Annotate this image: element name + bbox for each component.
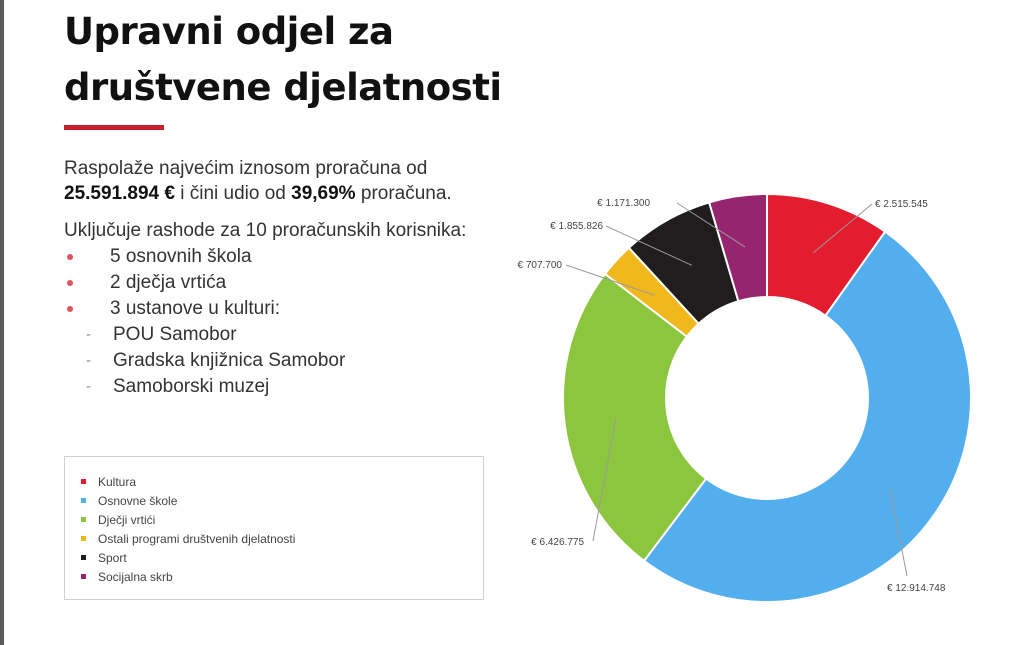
legend-label-kultura: Kultura bbox=[98, 474, 137, 489]
leader-line-sport bbox=[605, 225, 693, 266]
intro-amount: 25.591.894 € bbox=[64, 183, 175, 204]
legend-swatch-kultura bbox=[81, 479, 86, 484]
donut-slice-osnovne-skole bbox=[642, 230, 972, 603]
leader-line-osnovne-skole bbox=[889, 488, 908, 577]
donut-slice-djecji-vrtici bbox=[562, 272, 708, 563]
legend-swatch-osnovne-skole bbox=[81, 498, 86, 503]
left-edge-bar bbox=[0, 0, 4, 645]
intro-mid: i čini udio od bbox=[174, 183, 292, 204]
leader-line-ostali-programi bbox=[565, 264, 655, 296]
intro-share: 39,69% bbox=[291, 183, 356, 204]
list-item: 3 ustanove u kulturi: bbox=[64, 296, 524, 322]
title-underline bbox=[64, 125, 164, 130]
legend-label-osnovne-skole: Osnovne škole bbox=[98, 493, 178, 508]
legend-item-djecji-vrtici: Dječji vrtići bbox=[81, 510, 483, 529]
title-line-2: društvene djelatnosti bbox=[64, 66, 502, 109]
chart-legend: Kultura Osnovne škole Dječji vrtići Osta… bbox=[64, 456, 484, 600]
leader-line-kultura bbox=[813, 203, 873, 254]
legend-item-sport: Sport bbox=[81, 548, 483, 567]
legend-swatch-socijalna-skrb bbox=[81, 574, 86, 579]
data-label-kultura: € 2.515.545 bbox=[875, 199, 928, 210]
leader-line-socijalna-skrb bbox=[676, 202, 746, 248]
donut-chart: € 2.515.545 € 12.914.748 € 6.426.775 € 707.… bbox=[518, 192, 972, 603]
intro-paragraph: Raspolaže najvećim iznosom proračuna od … bbox=[64, 156, 524, 206]
legend-label-sport: Sport bbox=[98, 550, 127, 565]
includes-list: 5 osnovnih škola 2 dječja vrtića 3 ustan… bbox=[64, 244, 524, 400]
legend-item-socijalna-skrb: Socijalna skrb bbox=[81, 567, 483, 586]
intro-end: proračuna. bbox=[355, 183, 452, 204]
legend-swatch-djecji-vrtici bbox=[81, 517, 86, 522]
legend-item-kultura: Kultura bbox=[81, 472, 483, 491]
page-title: Upravni odjel za društvene djelatnosti bbox=[64, 4, 584, 116]
legend-label-ostali-programi: Ostali programi društvenih djelatnosti bbox=[98, 531, 296, 546]
sub-list-item: POU Samobor bbox=[64, 322, 524, 348]
data-label-djecji-vrtici: € 6.426.775 bbox=[531, 537, 584, 548]
legend-label-socijalna-skrb: Socijalna skrb bbox=[98, 569, 173, 584]
data-label-sport: € 1.855.826 bbox=[550, 221, 603, 232]
sub-list-item: Samoborski muzej bbox=[64, 374, 524, 400]
includes-section: Uključuje rashode za 10 proračunskih kor… bbox=[64, 218, 524, 400]
list-item: 2 dječja vrtića bbox=[64, 270, 524, 296]
legend-swatch-sport bbox=[81, 555, 86, 560]
data-label-socijalna-skrb: € 1.171.300 bbox=[597, 198, 650, 209]
donut-slice-socijalna-skrb bbox=[707, 192, 768, 303]
legend-item-ostali-programi: Ostali programi društvenih djelatnosti bbox=[81, 529, 483, 548]
legend-item-osnovne-skole: Osnovne škole bbox=[81, 491, 483, 510]
list-item: 5 osnovnih škola bbox=[64, 244, 524, 270]
data-label-osnovne-skole: € 12.914.748 bbox=[887, 583, 946, 594]
intro-line1: Raspolaže najvećim iznosom proračuna od bbox=[64, 158, 428, 179]
title-line-1: Upravni odjel za bbox=[64, 10, 394, 53]
leader-line-djecji-vrtici bbox=[592, 418, 617, 542]
sub-list-item: Gradska knjižnica Samobor bbox=[64, 348, 524, 374]
data-label-ostali-programi: € 707.700 bbox=[518, 260, 563, 271]
includes-heading: Uključuje rashode za 10 proračunskih kor… bbox=[64, 220, 467, 241]
legend-swatch-ostali-programi bbox=[81, 536, 86, 541]
legend-label-djecji-vrtici: Dječji vrtići bbox=[98, 512, 156, 527]
